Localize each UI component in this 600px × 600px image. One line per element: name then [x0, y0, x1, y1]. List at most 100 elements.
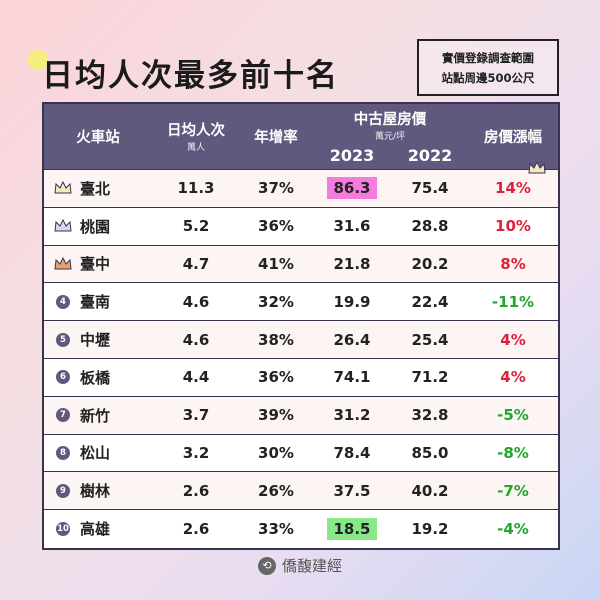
price-2023-cell: 18.5 — [312, 510, 392, 547]
page-title: 日均人次最多前十名 — [42, 58, 339, 94]
price-2023-cell: 26.4 — [312, 321, 392, 358]
station-cell: 7 新竹 — [44, 397, 152, 434]
crown-bronze-icon — [54, 255, 72, 273]
scope-note-line2: 站點周邊500公尺 — [441, 70, 535, 85]
ridership-value: 3.7 — [182, 406, 210, 425]
price-change-value: -4% — [497, 519, 529, 538]
price-2023-value: 26.4 — [333, 330, 371, 349]
ridership-value: 11.3 — [177, 179, 215, 198]
rank-9-icon: 9 — [54, 482, 72, 500]
station-name: 中壢 — [80, 331, 111, 350]
ridership-value: 2.6 — [182, 519, 210, 538]
growth-value: 32% — [258, 292, 294, 311]
price-2023-value: 18.5 — [327, 517, 377, 540]
ranking-table: 火車站 日均人次 萬人 年增率 中古屋房價 萬元/坪 2023 2022 房價漲… — [42, 102, 560, 550]
ridership-value: 4.4 — [182, 368, 210, 387]
header-ridership-unit: 萬人 — [186, 143, 205, 153]
price-2023-cell: 86.3 — [312, 170, 392, 207]
growth-value: 36% — [258, 217, 294, 236]
price-2023-cell: 31.6 — [312, 208, 392, 245]
price-2022-value: 19.2 — [411, 519, 449, 538]
price-2022-value: 25.4 — [411, 330, 449, 349]
price-2023-cell: 78.4 — [312, 435, 392, 472]
growth-value: 39% — [258, 406, 294, 425]
price-2023-value: 86.3 — [327, 177, 377, 200]
station-cell: 5 中壢 — [44, 321, 152, 358]
station-name: 高雄 — [80, 520, 111, 539]
station-name: 臺北 — [80, 179, 111, 198]
scope-note: 實價登錄調查範圍 站點周邊500公尺 — [417, 39, 559, 96]
station-cell: 10 高雄 — [44, 510, 152, 547]
decor-crown-icon — [528, 160, 546, 179]
ridership-value: 4.7 — [182, 254, 210, 273]
station-name: 新竹 — [80, 406, 111, 425]
price-2023-cell: 19.9 — [312, 283, 392, 320]
scope-note-line1: 實價登錄調查範圍 — [442, 50, 534, 65]
price-2023-value: 31.2 — [333, 406, 371, 425]
price-change-value: -5% — [497, 406, 529, 425]
station-cell: 9 樹林 — [44, 472, 152, 509]
header-ridership: 日均人次 萬人 — [152, 119, 240, 153]
station-cell: 桃園 — [44, 208, 152, 245]
rank-10-icon: 10 — [56, 521, 70, 536]
price-change-value: 8% — [500, 254, 526, 273]
growth-value: 26% — [258, 481, 294, 500]
price-2023-value: 21.8 — [333, 254, 371, 273]
header-price-unit: 萬元/坪 — [374, 132, 406, 142]
table-row: 臺北 11.3 37% 86.3 75.4 14% — [44, 169, 558, 207]
rank-8-icon: 8 — [54, 444, 72, 462]
station-cell: 臺中 — [44, 246, 152, 283]
station-cell: 8 松山 — [44, 435, 152, 472]
station-name: 板橋 — [80, 368, 111, 387]
table-row: 臺中 4.7 41% 21.8 20.2 8% — [44, 244, 558, 283]
table-row: 10 高雄 2.6 33% 18.5 19.2 -4% — [44, 509, 558, 547]
price-2022-value: 28.8 — [411, 217, 449, 236]
ridership-value: 3.2 — [182, 443, 210, 462]
price-2022-value: 32.8 — [411, 406, 449, 425]
footer-brand: ⟲ 僑馥建經 — [0, 555, 600, 576]
station-name: 桃園 — [80, 217, 111, 236]
table-header: 火車站 日均人次 萬人 年增率 中古屋房價 萬元/坪 2023 2022 房價漲… — [44, 104, 558, 169]
ridership-value: 4.6 — [182, 292, 210, 311]
price-change-value: -7% — [497, 481, 529, 500]
growth-value: 41% — [258, 254, 294, 273]
station-name: 臺南 — [80, 293, 111, 312]
station-cell: 6 板橋 — [44, 359, 152, 396]
rank-5-icon: 5 — [54, 331, 72, 349]
price-change-value: 14% — [495, 179, 531, 198]
growth-value: 33% — [258, 519, 294, 538]
growth-value: 30% — [258, 443, 294, 462]
header-change: 房價漲幅 — [484, 130, 542, 146]
ridership-value: 2.6 — [182, 481, 210, 500]
header-2022: 2022 — [407, 146, 453, 165]
price-2023-value: 74.1 — [333, 368, 371, 387]
station-cell: 4 臺南 — [44, 283, 152, 320]
price-2022-value: 40.2 — [411, 481, 449, 500]
brand-name: 僑馥建經 — [281, 557, 342, 575]
price-2023-cell: 74.1 — [312, 359, 392, 396]
price-2022-value: 22.4 — [411, 292, 449, 311]
brand-logo-icon: ⟲ — [257, 556, 276, 575]
rank-7-icon: 7 — [54, 406, 72, 424]
station-name: 樹林 — [80, 482, 111, 501]
station-cell: 臺北 — [44, 170, 152, 207]
price-2023-cell: 31.2 — [312, 397, 392, 434]
table-row: 8 松山 3.2 30% 78.4 85.0 -8% — [44, 433, 558, 472]
table-row: 7 新竹 3.7 39% 31.2 32.8 -5% — [44, 395, 558, 434]
growth-value: 37% — [258, 179, 294, 198]
price-change-value: 10% — [495, 217, 531, 236]
price-2023-value: 19.9 — [333, 292, 371, 311]
rank-6-icon: 6 — [54, 368, 72, 386]
table-row: 9 樹林 2.6 26% 37.5 40.2 -7% — [44, 471, 558, 510]
header-station: 火車站 — [76, 130, 120, 146]
ridership-value: 4.6 — [182, 330, 210, 349]
price-2023-cell: 21.8 — [312, 246, 392, 283]
table-row: 5 中壢 4.6 38% 26.4 25.4 4% — [44, 320, 558, 358]
price-2022-value: 71.2 — [411, 368, 449, 387]
title-accent-dot — [28, 50, 48, 70]
price-change-value: 4% — [500, 330, 526, 349]
price-2023-cell: 37.5 — [312, 472, 392, 509]
table-row: 桃園 5.2 36% 31.6 28.8 10% — [44, 206, 558, 245]
header-2023: 2023 — [329, 146, 375, 165]
growth-value: 36% — [258, 368, 294, 387]
